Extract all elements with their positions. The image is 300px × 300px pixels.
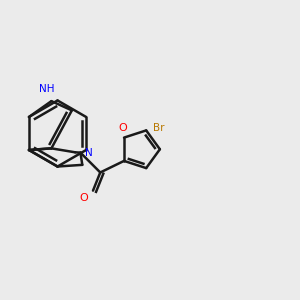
Text: O: O (79, 193, 88, 203)
Text: O: O (118, 123, 127, 133)
Text: N: N (85, 148, 93, 158)
Text: NH: NH (39, 84, 54, 94)
Text: Br: Br (153, 123, 164, 133)
